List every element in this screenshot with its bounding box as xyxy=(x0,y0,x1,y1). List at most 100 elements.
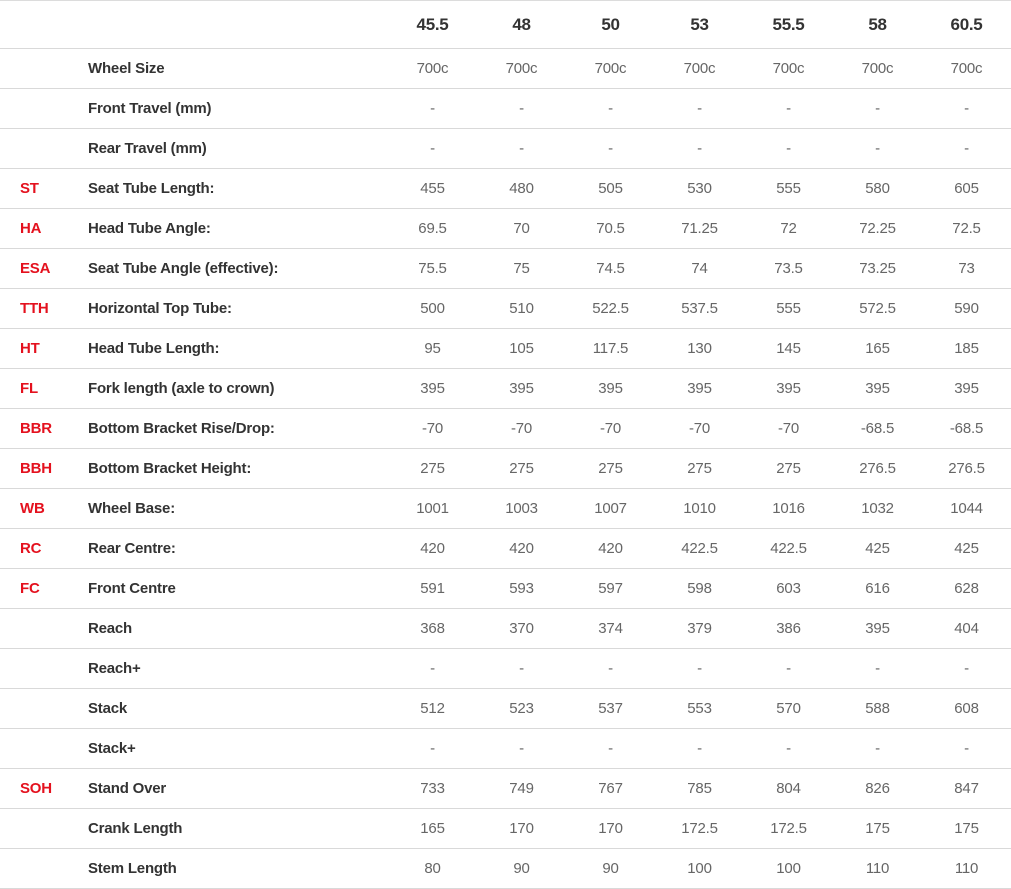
geometry-value-cell: - xyxy=(519,660,524,677)
size-header-45.5: 45.5 xyxy=(416,14,449,34)
row-label: Stack+ xyxy=(88,740,136,757)
geometry-value-cell: 130 xyxy=(687,340,712,357)
table-row: HA Head Tube Angle: 69.5 70 70.5 71.25 72 72.25… xyxy=(0,209,1011,249)
row-label: Head Tube Length: xyxy=(88,340,220,357)
geometry-table-body: Wheel Size 700c 700c 700c 700c 700c 700c 700c Fr… xyxy=(0,49,1011,889)
geometry-value-cell: 170 xyxy=(598,820,623,837)
geometry-value-cell: 1001 xyxy=(416,500,449,517)
geometry-value-cell: 572.5 xyxy=(859,300,896,317)
geometry-value-cell: 530 xyxy=(687,180,712,197)
geometry-value-cell: 700c xyxy=(683,60,716,77)
geometry-value-cell: 500 xyxy=(420,300,445,317)
geometry-value-cell: -70 xyxy=(688,420,711,437)
geometry-value-cell: 598 xyxy=(687,580,712,597)
table-row: FC Front Centre 591 593 597 598 603 616 628 xyxy=(0,569,1011,609)
geometry-value-cell: 145 xyxy=(776,340,801,357)
geometry-value-cell: 105 xyxy=(509,340,534,357)
row-abbr: HT xyxy=(20,340,40,357)
geometry-value-cell: 1016 xyxy=(772,500,805,517)
geometry-value-cell: 420 xyxy=(509,540,534,557)
table-row: BBH Bottom Bracket Height: 275 275 275 275 275… xyxy=(0,449,1011,489)
geometry-value-cell: 425 xyxy=(954,540,979,557)
geometry-value-cell: 275 xyxy=(420,460,445,477)
row-abbr: ESA xyxy=(20,260,51,277)
geometry-value-cell: 90 xyxy=(602,860,619,877)
geometry-value-cell: 395 xyxy=(865,380,890,397)
geometry-value-cell: - xyxy=(964,100,969,117)
geometry-value-cell: 603 xyxy=(776,580,801,597)
geometry-value-cell: 749 xyxy=(509,780,534,797)
geometry-value-cell: 100 xyxy=(687,860,712,877)
geometry-value-cell: 555 xyxy=(776,300,801,317)
table-row: Stack 512 523 537 553 570 588 608 xyxy=(0,689,1011,729)
table-row: ESA Seat Tube Angle (effective): 75.5 75 74.… xyxy=(0,249,1011,289)
geometry-value-cell: 395 xyxy=(776,380,801,397)
geometry-value-cell: 420 xyxy=(598,540,623,557)
table-row: WB Wheel Base: 1001 1003 1007 1010 1016 1032 104… xyxy=(0,489,1011,529)
row-label: Wheel Base: xyxy=(88,500,175,517)
geometry-value-cell: 110 xyxy=(954,860,979,877)
geometry-value-cell: 379 xyxy=(687,620,712,637)
geometry-value-cell: 512 xyxy=(420,700,445,717)
row-abbr: WB xyxy=(20,500,45,517)
geometry-value-cell: 117.5 xyxy=(592,340,629,357)
geometry-value-cell: 555 xyxy=(776,180,801,197)
geometry-value-cell: 74 xyxy=(691,260,708,277)
geometry-value-cell: 395 xyxy=(420,380,445,397)
table-row: Rear Travel (mm) - - - - - - - xyxy=(0,129,1011,169)
geometry-value-cell: 537.5 xyxy=(681,300,718,317)
geometry-value-cell: 804 xyxy=(776,780,801,797)
geometry-value-cell: - xyxy=(430,140,435,157)
geometry-value-cell: 175 xyxy=(954,820,979,837)
geometry-value-cell: 75 xyxy=(513,260,530,277)
geometry-value-cell: - xyxy=(608,660,613,677)
row-label: Wheel Size xyxy=(88,60,165,77)
geometry-value-cell: 72 xyxy=(780,220,797,237)
geometry-value-cell: 505 xyxy=(598,180,623,197)
geometry-value-cell: 90 xyxy=(513,860,530,877)
geometry-value-cell: 537 xyxy=(598,700,623,717)
geometry-value-cell: - xyxy=(697,740,702,757)
row-label: Front Travel (mm) xyxy=(88,100,212,117)
geometry-value-cell: - xyxy=(608,100,613,117)
row-abbr: FC xyxy=(20,580,40,597)
geometry-value-cell: 71.25 xyxy=(681,220,718,237)
geometry-value-cell: 510 xyxy=(509,300,534,317)
size-header-48: 48 xyxy=(512,14,531,34)
row-label: Stack xyxy=(88,700,128,717)
geometry-value-cell: 73.5 xyxy=(774,260,803,277)
size-header-58: 58 xyxy=(868,14,887,34)
geometry-value-cell: 165 xyxy=(420,820,445,837)
geometry-value-cell: 69.5 xyxy=(418,220,447,237)
geometry-value-cell: 74.5 xyxy=(596,260,625,277)
row-abbr: HA xyxy=(20,220,42,237)
geometry-value-cell: 605 xyxy=(954,180,979,197)
geometry-value-cell: 588 xyxy=(865,700,890,717)
table-row: TTH Horizontal Top Tube: 500 510 522.5 537.5 5… xyxy=(0,289,1011,329)
row-abbr: FL xyxy=(20,380,38,397)
geometry-value-cell: - xyxy=(519,740,524,757)
geometry-value-cell: - xyxy=(430,660,435,677)
geometry-value-cell: - xyxy=(786,660,791,677)
geometry-value-cell: 395 xyxy=(598,380,623,397)
geometry-value-cell: 110 xyxy=(865,860,890,877)
table-row: RC Rear Centre: 420 420 420 422.5 422.5 425 425 xyxy=(0,529,1011,569)
geometry-value-cell: 374 xyxy=(598,620,623,637)
geometry-value-cell: - xyxy=(608,740,613,757)
geometry-value-cell: - xyxy=(964,740,969,757)
size-header-55.5: 55.5 xyxy=(772,14,805,34)
geometry-value-cell: 275 xyxy=(509,460,534,477)
geometry-value-cell: 422.5 xyxy=(770,540,807,557)
geometry-value-cell: -70 xyxy=(777,420,800,437)
geometry-value-cell: -68.5 xyxy=(860,420,895,437)
geometry-value-cell: - xyxy=(430,100,435,117)
geometry-value-cell: 570 xyxy=(776,700,801,717)
geometry-value-cell: - xyxy=(786,140,791,157)
geometry-value-cell: 590 xyxy=(954,300,979,317)
geometry-value-cell: 700c xyxy=(950,60,983,77)
geometry-value-cell: 591 xyxy=(420,580,445,597)
geometry-value-cell: 370 xyxy=(509,620,534,637)
geometry-value-cell: - xyxy=(964,660,969,677)
geometry-value-cell: 275 xyxy=(687,460,712,477)
